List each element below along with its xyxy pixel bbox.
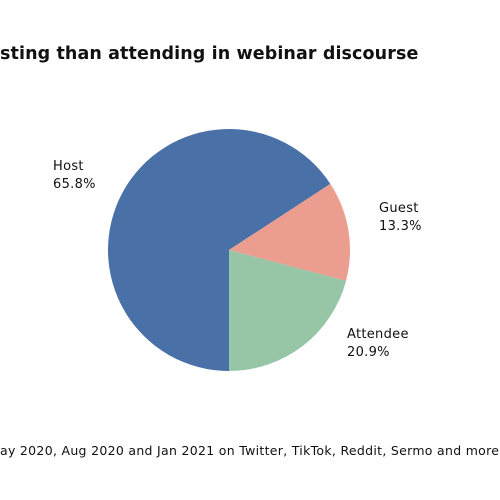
- slice-label-attendee: Attendee 20.9%: [347, 326, 409, 362]
- slice-name-host: Host: [53, 159, 84, 174]
- chart-title: sting than attending in webinar discours…: [0, 44, 419, 64]
- slice-value-host: 65.8%: [53, 177, 96, 192]
- source-footnote: ay 2020, Aug 2020 and Jan 2021 on Twitte…: [0, 443, 500, 458]
- pie-slice-guest: [229, 183, 350, 281]
- slice-label-host: Host 65.8%: [53, 158, 96, 194]
- pie-slice-host: [107, 128, 331, 371]
- slice-value-guest: 13.3%: [379, 219, 422, 234]
- pie-slice-attendee: [229, 250, 347, 371]
- slice-label-guest: Guest 13.3%: [379, 200, 422, 236]
- slice-value-attendee: 20.9%: [347, 345, 390, 360]
- slice-name-guest: Guest: [379, 201, 419, 216]
- slice-name-attendee: Attendee: [347, 327, 409, 342]
